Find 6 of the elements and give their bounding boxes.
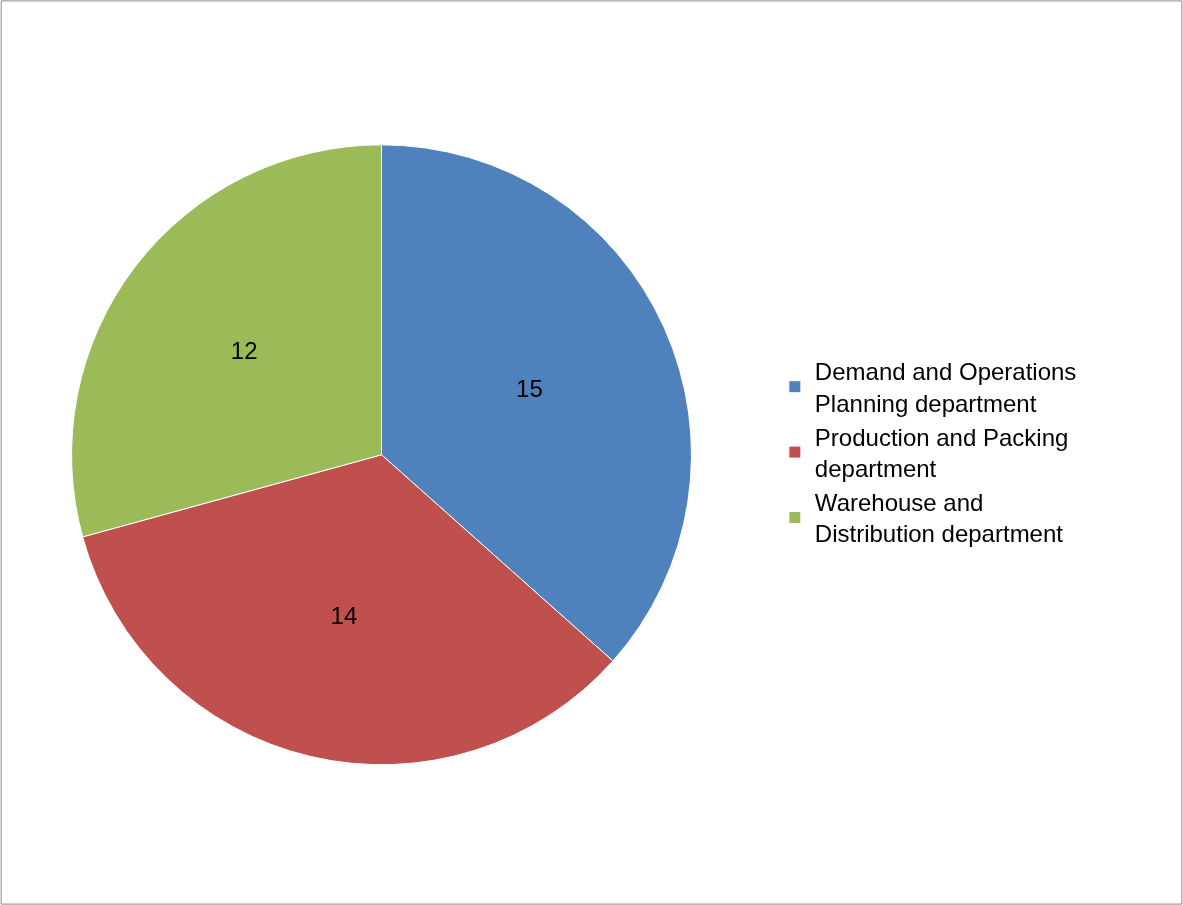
legend-label: Demand and Operations Planning department xyxy=(814,358,1077,417)
data-label: 12 xyxy=(230,336,258,364)
data-label: 15 xyxy=(516,374,543,402)
legend-label: Production and Packing department xyxy=(814,423,1069,483)
legend-label: Warehouse and Distribution department xyxy=(814,489,1064,548)
data-label: 14 xyxy=(330,601,358,629)
